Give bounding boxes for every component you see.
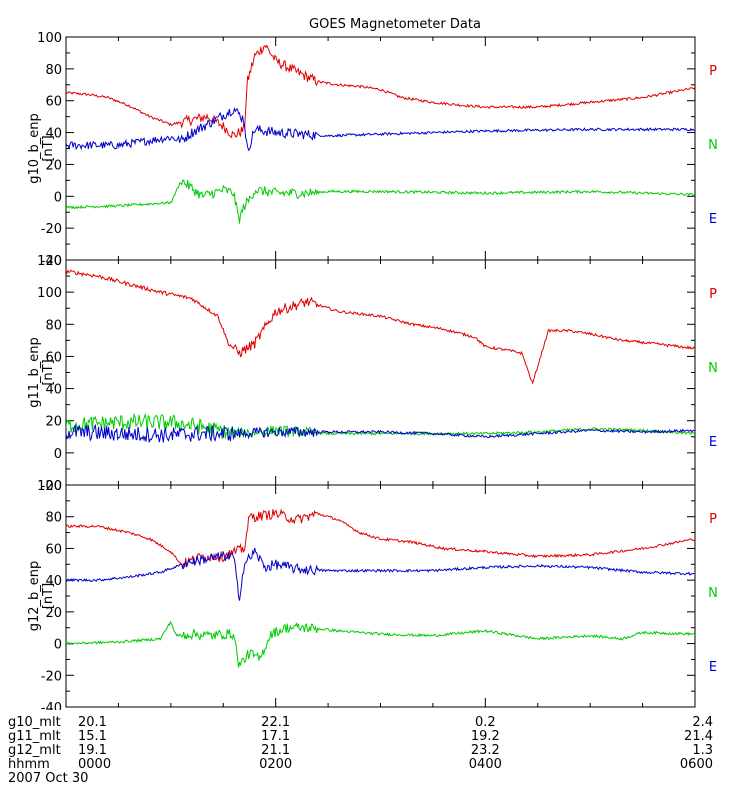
y-tick-label: 100 xyxy=(37,31,62,46)
y-tick-label: -40 xyxy=(41,254,62,269)
footer-value: 19.1 xyxy=(78,743,107,758)
y-tick-label: 20 xyxy=(45,158,62,173)
panel-frame xyxy=(65,36,696,261)
footer-value: 0600 xyxy=(679,757,713,772)
footer-row-g10-mlt: g10_mlt 20.1 22.1 0.2 2.4 xyxy=(0,716,750,730)
side-label-e: E xyxy=(709,435,717,450)
side-label-n: N xyxy=(708,138,718,153)
panel-1: -40 -20 0 20 40 60 80 100 g10_b_enp [nT] P N E xyxy=(27,31,718,269)
panel-frame xyxy=(65,259,696,486)
y-axis-unit: [nT] xyxy=(41,583,56,609)
footer-date: 2007 Oct 30 xyxy=(8,771,89,786)
footer-value: 0400 xyxy=(468,757,502,772)
panel-2: -20 0 20 40 60 80 100 120 g11_b_enp [nT] P N E xyxy=(27,254,718,494)
series-line-p xyxy=(66,44,695,139)
y-tick-label: 80 xyxy=(45,511,62,526)
footer-value: 0200 xyxy=(259,757,293,772)
footer-value: 23.2 xyxy=(470,743,500,758)
y-tick-label: -20 xyxy=(41,479,62,494)
footer-value: 0000 xyxy=(78,757,112,772)
footer-row-label: hhmm xyxy=(8,757,50,772)
side-label-e: E xyxy=(709,212,717,227)
y-tick-label: 0 xyxy=(54,447,62,462)
side-label-n: N xyxy=(708,586,718,601)
footer-value: 15.1 xyxy=(78,729,107,744)
series-line-n xyxy=(66,547,695,601)
y-tick-label: 40 xyxy=(45,127,62,142)
footer-value: 2.4 xyxy=(692,715,713,730)
y-tick-label: 80 xyxy=(45,318,62,333)
side-label-n: N xyxy=(708,361,718,376)
y-tick-label: 60 xyxy=(45,350,62,365)
panel-frame xyxy=(65,484,696,708)
footer-row-g12-mlt: g12_mlt 19.1 21.1 23.2 1.3 xyxy=(0,744,750,758)
footer-value: 17.1 xyxy=(261,729,291,744)
panel-3: -40 -20 0 20 40 60 80 100 g12_b_enp [nT] P N E xyxy=(27,479,718,710)
series-line-n xyxy=(66,412,695,440)
footer-value: 0.2 xyxy=(474,715,496,730)
footer-value: 19.2 xyxy=(470,729,500,744)
y-tick-label: 100 xyxy=(37,479,62,494)
series-line-e xyxy=(66,179,695,224)
y-tick-label: 0 xyxy=(54,190,62,205)
y-tick-label: 40 xyxy=(45,383,62,398)
series-line-n xyxy=(66,107,695,152)
y-axis-label: g11_b_enp xyxy=(27,337,42,408)
chart-title: GOES Magnetometer Data xyxy=(309,17,481,32)
y-tick-label: 60 xyxy=(45,542,62,557)
y-tick-label: 60 xyxy=(45,95,62,110)
series-line-e xyxy=(66,423,695,443)
y-tick-label: 0 xyxy=(54,638,62,653)
y-tick-label: -20 xyxy=(41,222,62,237)
footer-row-hhmm: hhmm 0000 0200 0400 0600 xyxy=(0,758,750,772)
side-label-e: E xyxy=(709,660,717,675)
y-axis-label: g12_b_enp xyxy=(27,561,42,632)
footer-row-label: g11_mlt xyxy=(8,729,61,744)
footer-row-label: g10_mlt xyxy=(8,715,61,730)
footer-value: 21.4 xyxy=(684,729,713,744)
series-line-p xyxy=(66,269,695,385)
y-tick-label: -20 xyxy=(41,669,62,684)
y-axis-unit: [nT] xyxy=(41,135,56,161)
footer-value: 21.1 xyxy=(261,743,291,758)
y-axis-unit: [nT] xyxy=(41,359,56,385)
y-tick-label: 100 xyxy=(37,286,62,301)
footer-value: 20.1 xyxy=(78,715,107,730)
y-axis-label: g10_b_enp xyxy=(27,113,42,184)
y-tick-label: 120 xyxy=(37,254,62,269)
y-tick-label: 20 xyxy=(45,606,62,621)
footer-row-g11-mlt: g11_mlt 15.1 17.1 19.2 21.4 xyxy=(0,730,750,744)
goes-magnetometer-chart: GOES Magnetometer Data -40 -20 0 20 40 60 80 10… xyxy=(27,17,718,710)
side-label-p: P xyxy=(709,64,717,79)
series-line-e xyxy=(66,620,695,668)
footer-value: 1.3 xyxy=(692,743,713,758)
y-tick-label: -40 xyxy=(41,701,62,710)
footer-value: 22.1 xyxy=(261,715,291,730)
y-tick-label: 20 xyxy=(45,415,62,430)
series-line-p xyxy=(66,508,695,568)
side-label-p: P xyxy=(709,512,717,527)
side-label-p: P xyxy=(709,287,717,302)
y-tick-label: 80 xyxy=(45,63,62,78)
footer-row-label: g12_mlt xyxy=(8,743,61,758)
y-tick-label: 40 xyxy=(45,574,62,589)
